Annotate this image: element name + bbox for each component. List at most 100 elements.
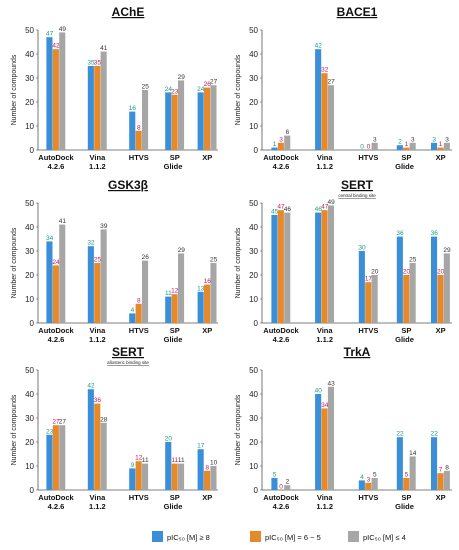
bar (171, 94, 178, 150)
category-label: 4.2.6 (48, 162, 65, 171)
chart-panel: GSK3β 0 10 20 30 40 50 Number of compounds 34 24 4… (11, 178, 218, 344)
bar-value-label: 3 (411, 136, 415, 143)
bar (409, 263, 416, 323)
bar-value-label: 11 (171, 457, 178, 464)
bar (165, 92, 172, 150)
category-label: HTVS (129, 493, 149, 502)
category-label: AutoDock (263, 153, 299, 162)
bar (46, 434, 53, 490)
bar (135, 130, 142, 150)
bar-value-label: 5 (405, 472, 409, 479)
bar-value-label: 30 (358, 245, 366, 252)
category-label: 1.1.2 (89, 502, 106, 511)
category-label: AutoDock (38, 493, 74, 502)
y-tick-label: 30 (249, 74, 258, 83)
category-label: 1.1.2 (89, 162, 106, 171)
bar (396, 437, 403, 490)
bar (87, 389, 94, 490)
bar (210, 263, 217, 323)
bar (358, 251, 365, 323)
bar-value-label: 25 (94, 257, 102, 264)
y-tick-label: 30 (249, 414, 258, 423)
bar-value-label: 26 (204, 81, 212, 88)
bar-value-label: 49 (327, 199, 335, 206)
bar-value-label: 20 (165, 436, 173, 443)
bar-value-label: 12 (171, 288, 179, 295)
bar-value-label: 13 (197, 285, 205, 292)
bar (129, 468, 136, 490)
bar-value-label: 0 (360, 144, 364, 151)
y-tick-label: 50 (249, 366, 258, 375)
legend: pIC₅₀ [M] ≥ 8 pIC₅₀ [M] = 6 − 5 pIC₅₀ [M] … (152, 531, 406, 542)
category-label: SP (170, 153, 180, 162)
y-tick-label: 40 (249, 390, 258, 399)
bar-value-label: 5 (373, 472, 377, 479)
bar-value-label: 41 (59, 218, 67, 225)
bar-value-label: 23 (46, 428, 54, 435)
bar-value-label: 22 (431, 431, 439, 438)
bar (142, 260, 149, 323)
chart-title: AChE (112, 5, 145, 19)
y-tick-label: 30 (249, 247, 258, 256)
bar-value-label: 29 (178, 247, 186, 254)
category-label: SP (401, 493, 411, 502)
bar-value-label: 47 (321, 204, 329, 211)
category-label: XP (436, 153, 446, 162)
bar (52, 49, 59, 151)
bar-value-label: 8 (137, 297, 141, 304)
category-label: AutoDock (38, 153, 74, 162)
y-tick-label: 0 (254, 146, 259, 155)
bar (178, 463, 185, 490)
bar (197, 92, 204, 150)
chart-title: TrkA (344, 345, 371, 359)
category-label: SP (170, 493, 180, 502)
chart-title: GSK3β (108, 178, 148, 192)
bar-value-label: 20 (371, 269, 379, 276)
y-tick-label: 20 (25, 438, 34, 447)
y-axis-label: Number of compounds (11, 227, 18, 298)
bar-value-label: 42 (87, 383, 95, 390)
bar-value-label: 4 (360, 474, 364, 481)
group-label: Glide (395, 502, 414, 511)
bar-value-label: 23 (171, 88, 179, 95)
bar (443, 253, 450, 323)
bar-value-label: 43 (327, 380, 335, 387)
y-tick-label: 50 (25, 366, 34, 375)
bar (409, 142, 416, 150)
bar-value-label: 2 (286, 479, 290, 486)
bar-value-label: 45 (271, 209, 279, 216)
chart-subtitle: allosteric binding site (107, 360, 149, 365)
bar-value-label: 11 (142, 457, 149, 464)
bar (59, 425, 66, 490)
bar (46, 241, 53, 323)
bar (94, 66, 101, 150)
bar-value-label: 32 (321, 67, 329, 74)
chart-subtitle: central binding site (338, 193, 376, 198)
bar-value-label: 1 (273, 141, 277, 148)
bar-value-label: 0 (367, 144, 371, 151)
category-label: Vina (317, 153, 334, 162)
category-label: 4.2.6 (273, 502, 290, 511)
bar-value-label: 35 (94, 60, 102, 67)
bar (171, 294, 178, 323)
category-label: 4.2.6 (273, 162, 290, 171)
bar (87, 66, 94, 150)
bar-value-label: 20 (437, 269, 445, 276)
y-tick-label: 20 (249, 98, 258, 107)
legend-swatch (250, 531, 261, 542)
y-axis-label: Number of compounds (235, 394, 242, 465)
bar-value-label: 49 (59, 26, 67, 33)
bar (284, 135, 291, 150)
y-tick-label: 20 (249, 438, 258, 447)
y-tick-label: 0 (30, 319, 35, 328)
category-label: XP (436, 493, 446, 502)
bar (271, 478, 278, 490)
chart-title: BACE1 (337, 5, 378, 19)
bar (94, 263, 101, 323)
bar-value-label: 46 (315, 206, 323, 213)
y-tick-label: 0 (30, 146, 35, 155)
category-label: XP (202, 493, 212, 502)
